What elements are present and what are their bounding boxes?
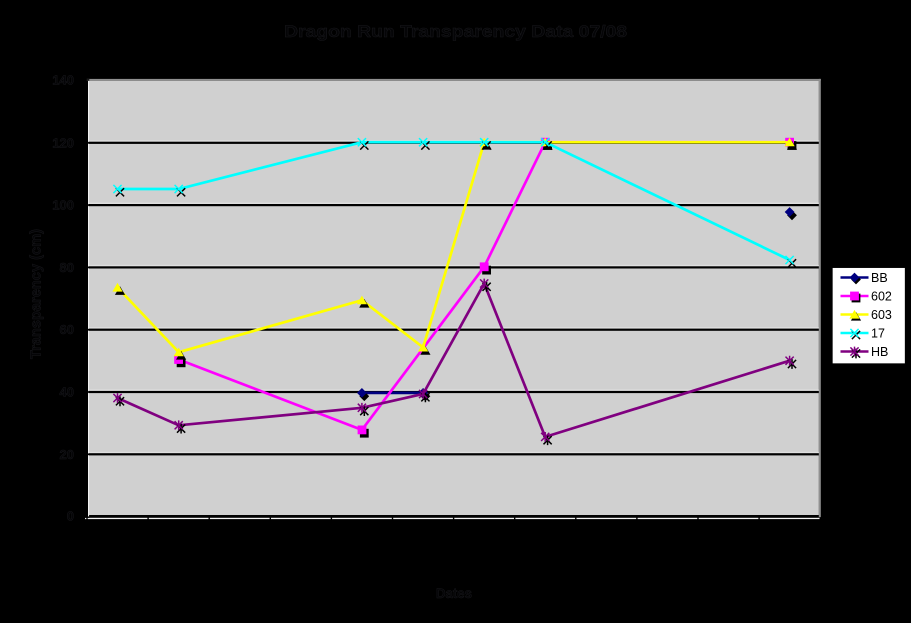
svg-text:HB: HB	[871, 345, 888, 359]
svg-text:40: 40	[60, 385, 74, 400]
svg-text:0: 0	[67, 509, 74, 524]
svg-text:140: 140	[52, 72, 74, 87]
svg-text:100: 100	[52, 198, 74, 213]
svg-text:120: 120	[52, 135, 74, 150]
svg-text:20: 20	[60, 447, 74, 462]
svg-text:Transparency (cm): Transparency (cm)	[28, 229, 45, 359]
svg-text:17: 17	[871, 326, 885, 340]
svg-text:602: 602	[871, 289, 892, 303]
svg-text:BB: BB	[871, 271, 888, 285]
svg-text:80: 80	[60, 260, 74, 275]
svg-text:Dragon Run Transparency Data 0: Dragon Run Transparency Data 07/08	[284, 22, 627, 41]
svg-text:603: 603	[871, 308, 892, 322]
svg-text:60: 60	[60, 322, 74, 337]
svg-text:Dates: Dates	[436, 585, 472, 601]
